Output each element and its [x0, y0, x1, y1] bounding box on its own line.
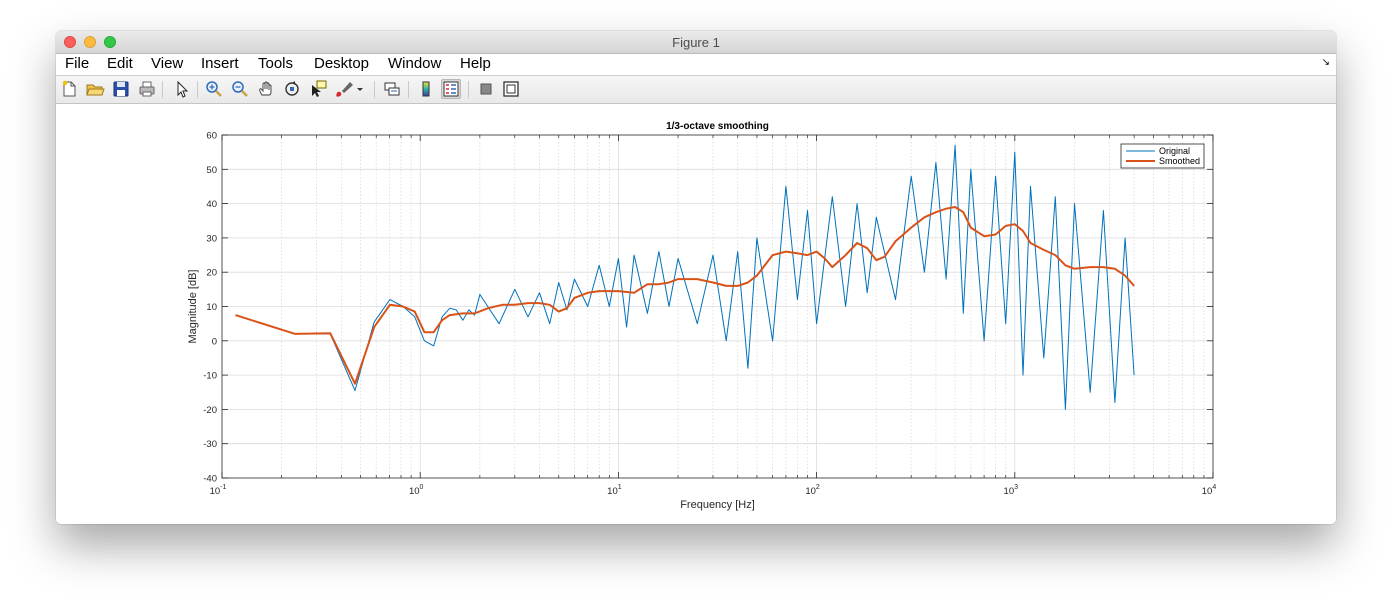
series-line-smoothed [235, 206, 1135, 385]
x-tick-label: 100 [409, 484, 424, 497]
legend-box [1120, 143, 1205, 169]
legend[interactable]: Original Smoothed [1120, 143, 1205, 169]
rotate-3d-icon[interactable] [282, 79, 302, 99]
x-tick-exponent: 1 [618, 484, 622, 491]
x-tick-base: 10 [210, 486, 221, 497]
data-cursor-icon[interactable] [308, 79, 328, 99]
y-tick-labels: -40 -30 -20 -10 0 10 20 30 40 50 60 [203, 131, 217, 485]
x-tick-base: 10 [409, 486, 420, 497]
menu-file[interactable]: File [65, 55, 90, 72]
y-tick-label: -10 [203, 371, 217, 382]
figure-window: Figure 1 File Edit View Insert Tools Des… [56, 31, 1336, 524]
x-tick-label: 102 [805, 484, 820, 497]
x-tick-label: 103 [1004, 484, 1019, 497]
x-tick-label: 101 [607, 484, 622, 497]
maximize-button[interactable] [104, 36, 116, 48]
y-tick-label: 50 [206, 165, 217, 176]
toolbar-separator [374, 81, 375, 98]
legend-icon[interactable] [441, 79, 461, 99]
chart-title: 1/3-octave smoothing [666, 121, 769, 132]
y-tick-label: 30 [206, 233, 217, 244]
pointer-icon[interactable] [172, 79, 192, 99]
x-tick-exponent: 0 [420, 484, 424, 491]
new-figure-icon[interactable] [59, 79, 79, 99]
plot-lines [235, 144, 1135, 410]
toolbar-separator [162, 81, 163, 98]
menu-overflow-icon[interactable]: ↘ [1321, 57, 1330, 68]
open-file-icon[interactable] [85, 79, 105, 99]
menu-window[interactable]: Window [388, 55, 442, 72]
menu-insert[interactable]: Insert [201, 55, 239, 72]
x-tick-base: 10 [1004, 486, 1015, 497]
x-tick-exponent: 4 [1212, 484, 1216, 491]
y-tick-label: 60 [206, 131, 217, 142]
brush-dropdown-icon[interactable] [354, 79, 366, 99]
hide-plot-tools-icon[interactable] [476, 79, 496, 99]
toolbar-separator [408, 81, 409, 98]
y-tick-label: -40 [203, 474, 217, 485]
zoom-out-icon[interactable] [230, 79, 250, 99]
x-tick-label: 104 [1202, 484, 1217, 497]
series-line-original [235, 144, 1135, 410]
save-icon[interactable] [111, 79, 131, 99]
figure-toolbar [56, 76, 1336, 104]
brush-icon[interactable] [334, 79, 354, 99]
x-tick-exponent: 3 [1014, 484, 1018, 491]
axis-ticks [221, 134, 1214, 479]
menu-tools[interactable]: Tools [258, 55, 294, 72]
y-axis-label: Magnitude [dB] [187, 270, 199, 344]
toolbar-separator [468, 81, 469, 98]
chart[interactable]: -40 -30 -20 -10 0 10 20 30 40 50 60 10-1… [56, 104, 1336, 524]
x-tick-label: 10-1 [210, 484, 227, 497]
pan-hand-icon[interactable] [256, 79, 276, 99]
x-tick-base: 10 [1202, 486, 1213, 497]
title-bar[interactable]: Figure 1 [56, 31, 1336, 54]
menu-help[interactable]: Help [460, 55, 491, 72]
legend-label-original: Original [1159, 146, 1190, 156]
y-tick-label: 20 [206, 268, 217, 279]
y-tick-label: -20 [203, 405, 217, 416]
x-axis-label: Frequency [Hz] [680, 499, 755, 511]
y-tick-label: 40 [206, 199, 217, 210]
menu-bar: File Edit View Insert Tools Desktop Wind… [56, 54, 1336, 76]
figure-canvas: -40 -30 -20 -10 0 10 20 30 40 50 60 10-1… [56, 104, 1336, 524]
legend-label-smoothed: Smoothed [1159, 156, 1200, 166]
menu-edit[interactable]: Edit [107, 55, 133, 72]
window-title: Figure 1 [672, 35, 720, 50]
x-tick-base: 10 [607, 486, 618, 497]
toolbar-separator [197, 81, 198, 98]
show-plot-tools-icon[interactable] [501, 79, 521, 99]
close-button[interactable] [64, 36, 76, 48]
x-tick-base: 10 [805, 486, 816, 497]
menu-view[interactable]: View [151, 55, 184, 72]
x-tick-labels: 10-1 100 101 102 103 104 [210, 484, 1217, 497]
minimize-button[interactable] [84, 36, 96, 48]
x-tick-exponent: -1 [220, 484, 226, 491]
y-tick-label: 10 [206, 302, 217, 313]
zoom-in-icon[interactable] [204, 79, 224, 99]
colorbar-icon[interactable] [416, 79, 436, 99]
y-tick-label: -30 [203, 439, 217, 450]
link-plot-icon[interactable] [382, 79, 402, 99]
print-icon[interactable] [137, 79, 157, 99]
y-tick-label: 0 [212, 336, 217, 347]
major-grid [222, 135, 1213, 478]
x-tick-exponent: 2 [816, 484, 820, 491]
menu-desktop[interactable]: Desktop [314, 55, 370, 72]
